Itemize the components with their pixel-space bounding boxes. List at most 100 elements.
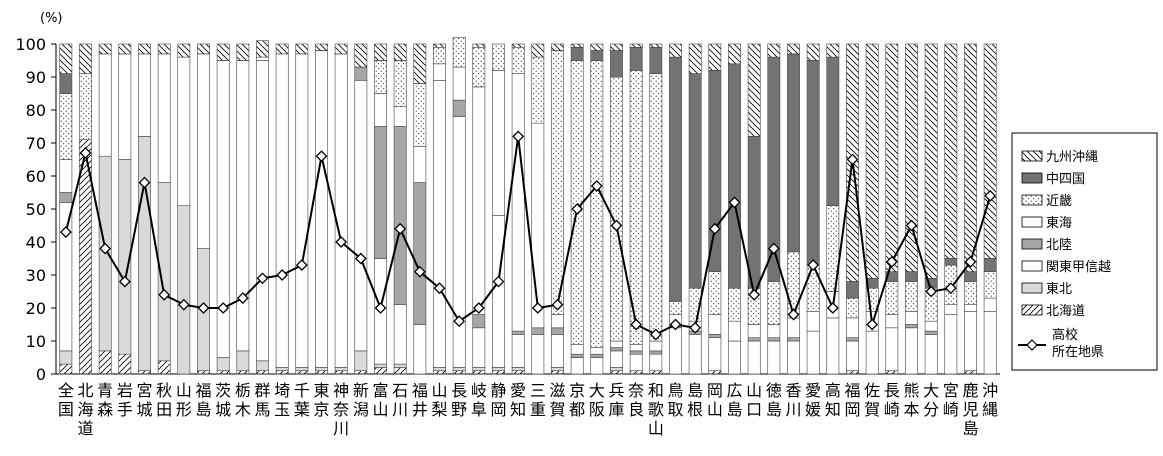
bar-segment [983,271,997,299]
bar-stack [354,43,368,375]
bar-segment [669,327,682,375]
bar-segment [236,350,250,371]
line-point [748,288,761,301]
bar-segment [787,340,800,375]
legend-swatch [1021,282,1043,294]
bar-stack [629,43,643,375]
line-point [925,285,938,298]
legend-line-label: 高校所在地県 [1052,327,1104,360]
line-point [984,189,997,202]
line-point [197,302,210,314]
line-series [59,130,997,341]
bar-segment [452,37,466,68]
bar-segment [708,271,722,315]
line-point [846,153,859,166]
bar-segment [983,43,997,259]
category-label: 神奈川 [333,381,349,438]
bar-segment [551,370,564,375]
bar-segment [492,70,505,216]
legend-swatch [1021,150,1043,162]
bar-segment [551,43,564,51]
line-point [630,318,643,331]
bar-segment [885,314,899,329]
bar-stack [472,43,486,375]
line-point [374,302,387,314]
bar-segment [216,357,230,371]
bar-segment [846,281,859,299]
bar-segment [590,353,604,358]
bar-segment [393,106,407,127]
bar-segment [295,370,309,375]
bar-segment [433,367,446,371]
bar-segment [747,324,761,338]
bar-segment [688,73,702,289]
bar-stack [315,43,328,375]
bar-segment [315,370,328,375]
bar-segment [334,367,348,371]
line-point [236,292,249,305]
category-label: 奈良 [628,381,644,419]
bar-segment [374,93,387,127]
bar-segment [787,337,800,342]
category-label: 大分 [923,381,939,419]
line-point [610,219,623,232]
bar-segment [334,53,348,368]
bar-segment [905,281,918,312]
legend-label: 九州沖縄 [1046,150,1098,165]
line-point [433,282,446,295]
bar-segment [59,159,73,193]
legend-swatch [1021,304,1043,316]
bar-segment [905,310,918,325]
line-point [177,298,190,311]
bar-segment [452,99,466,117]
line-point [394,222,407,235]
bar-segment [492,370,505,375]
bar-segment [59,363,73,375]
bar-segment [334,370,348,375]
line-point [885,255,898,268]
bar-segment [728,287,741,322]
bar-segment [472,86,486,315]
bar-segment [315,50,328,368]
bar-segment [846,317,859,338]
bar-segment [177,43,191,58]
bar-segment [492,215,505,368]
bar-stack [767,43,781,375]
bar-stack [531,43,545,375]
bar-segment [728,340,741,375]
bar-segment [393,367,407,375]
bar-segment [924,334,938,375]
bar-segment [374,60,387,94]
bar-segment [964,271,977,282]
bar-segment [590,60,604,348]
line-point [217,302,230,314]
bar-segment [767,281,781,325]
bar-segment [787,53,800,253]
bar-segment [590,43,604,51]
category-label: 栃木 [235,381,251,419]
bar-segment [767,43,781,58]
bar-segment [570,60,584,345]
bar-segment [59,43,73,75]
bar-stack [413,43,427,375]
category-label: 鳥取 [667,381,683,419]
line-point [767,242,780,255]
bar-segment [747,340,761,375]
bar-segment [433,80,446,368]
line-point [138,176,151,189]
category-label: 埼玉 [274,381,290,419]
bar-segment [629,353,643,372]
category-label: 山形 [176,381,192,419]
unit-label: (%) [40,11,63,26]
bar-segment [98,43,112,55]
category-label: 富山 [372,381,388,419]
bar-segment [649,43,663,48]
bar-segment [629,43,643,48]
category-label: 京都 [569,381,585,419]
category-label: 滋賀 [549,381,565,419]
bar-segment [964,310,977,371]
category-label: 兵庫 [608,381,624,419]
bar-segment [138,136,151,371]
category-label: 新潟 [353,381,369,419]
